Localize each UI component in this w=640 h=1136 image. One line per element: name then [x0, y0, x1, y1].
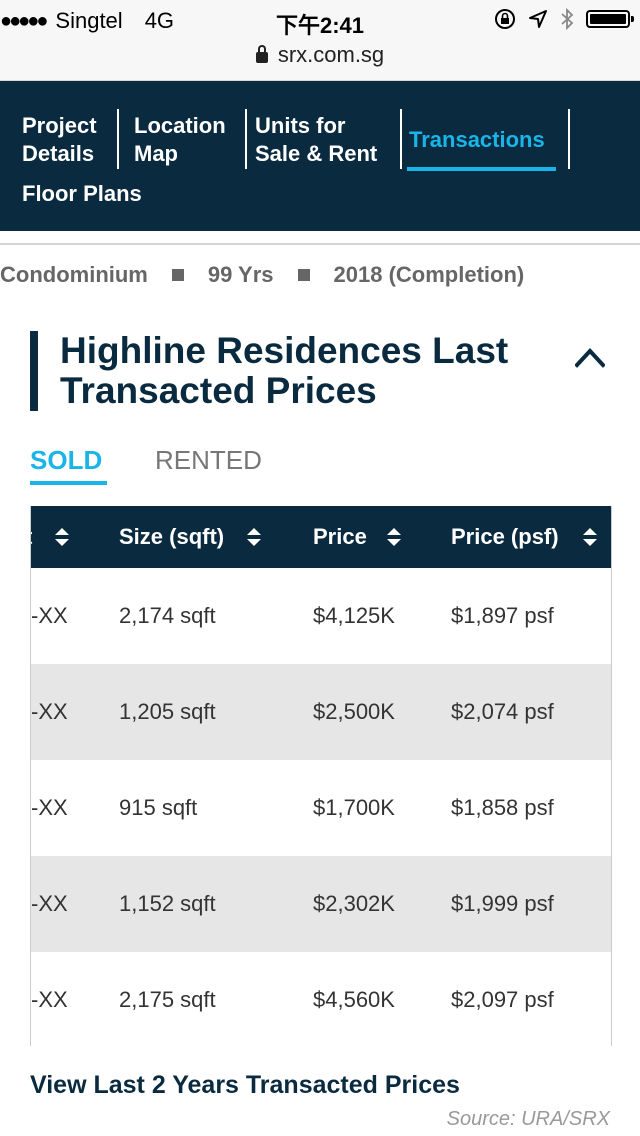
- nav-label: Map: [134, 141, 178, 166]
- nav-label: Transactions: [409, 127, 545, 152]
- cell-unit: -XX: [31, 699, 68, 724]
- tenure: 99 Yrs: [207, 262, 274, 287]
- nav-label: Details: [22, 141, 95, 166]
- cell-size: 2,174 sqft: [119, 603, 216, 628]
- cell-price-psf: $1,858 psf: [451, 795, 554, 820]
- nav-transactions[interactable]: Transactions: [409, 126, 545, 154]
- bullet-icon: [297, 269, 310, 281]
- column-header-label: Price: [313, 524, 367, 549]
- view-last-2-years-link[interactable]: View Last 2 Years Transacted Prices: [30, 1071, 460, 1099]
- cell-price: $2,302K: [313, 891, 395, 916]
- cell-price-psf: $1,897 psf: [451, 603, 554, 628]
- battery-icon: [586, 10, 634, 28]
- nav-divider: [245, 109, 247, 169]
- nav-divider: [400, 109, 402, 169]
- carrier-info: ●●●●● Singtel 4G: [0, 8, 174, 34]
- signal-strength-icon: ●●●●●: [0, 9, 48, 32]
- url-text: srx.com.sg: [277, 42, 385, 67]
- column-header-price-psf[interactable]: Price (psf): [451, 506, 559, 568]
- table-header: t Size (sqft) Price Price (psf): [31, 506, 611, 568]
- nav-label: Units for: [255, 113, 346, 138]
- transactions-table[interactable]: t Size (sqft) Price Price (psf) -XX 2,17…: [30, 506, 612, 1046]
- tab-sold[interactable]: SOLD: [30, 445, 103, 475]
- table-row: -XX 1,152 sqft $2,302K $1,999 psf: [31, 856, 611, 952]
- collapse-chevron-up-icon[interactable]: [575, 343, 605, 373]
- cell-price-psf: $2,097 psf: [451, 987, 554, 1012]
- cell-unit: -XX: [31, 987, 68, 1012]
- location-arrow-icon: [529, 10, 547, 28]
- cell-price: $2,500K: [313, 699, 395, 724]
- nav-floor-plans[interactable]: Floor Plans: [22, 180, 142, 208]
- cell-price-psf: $1,999 psf: [451, 891, 554, 916]
- cell-unit: -XX: [31, 603, 68, 628]
- column-header-label: Size (sqft): [119, 524, 225, 549]
- clock: 下午2:41: [275, 13, 365, 38]
- status-icons: [494, 8, 634, 30]
- nav-project-details[interactable]: Project Details: [22, 112, 97, 168]
- cell-unit: -XX: [31, 795, 68, 820]
- nav-units-for-sale-rent[interactable]: Units for Sale & Rent: [255, 112, 377, 168]
- nav-label: Floor Plans: [22, 181, 142, 206]
- column-header-label: t: [31, 524, 32, 549]
- bullet-icon: [171, 269, 184, 281]
- property-type: Condominium: [0, 262, 148, 287]
- section-title: Highline Residences Last Transacted Pric…: [60, 330, 509, 411]
- sort-icon[interactable]: [583, 528, 597, 546]
- table-row: -XX 2,175 sqft $4,560K $2,097 psf: [31, 952, 611, 1046]
- cell-size: 915 sqft: [119, 795, 198, 820]
- column-header-unit[interactable]: t: [31, 506, 32, 568]
- sort-icon[interactable]: [387, 528, 401, 546]
- cell-size: 2,175 sqft: [119, 987, 216, 1012]
- tab-sold-indicator: [30, 481, 107, 485]
- sort-icon[interactable]: [55, 528, 69, 546]
- section-accent-bar: [30, 331, 38, 411]
- nav-label: Project: [22, 113, 97, 138]
- column-header-size[interactable]: Size (sqft): [119, 506, 224, 568]
- carrier-name: Singtel: [55, 8, 123, 33]
- table-row: -XX 915 sqft $1,700K $1,858 psf: [31, 760, 611, 856]
- column-header-price[interactable]: Price: [313, 506, 367, 568]
- table-row: -XX 2,174 sqft $4,125K $1,897 psf: [31, 568, 611, 664]
- status-bar: ●●●●● Singtel 4G 下午2:41 srx.com.sg: [0, 0, 640, 81]
- divider: [0, 243, 640, 245]
- nav-divider: [117, 109, 119, 169]
- active-tab-indicator: [407, 167, 556, 171]
- address-bar[interactable]: srx.com.sg: [0, 42, 640, 68]
- column-header-label: Price (psf): [451, 524, 559, 549]
- table-row: -XX 1,205 sqft $2,500K $2,074 psf: [31, 664, 611, 760]
- nav-label: Sale & Rent: [255, 141, 378, 166]
- cell-price: $4,125K: [313, 603, 395, 628]
- cell-price: $4,560K: [313, 987, 395, 1012]
- bluetooth-icon: [561, 8, 574, 30]
- tab-rented[interactable]: RENTED: [155, 445, 262, 475]
- completion-year: 2018 (Completion): [333, 262, 525, 287]
- data-source: Source: URA/SRX: [446, 1108, 610, 1130]
- nav-location-map[interactable]: Location Map: [134, 112, 226, 168]
- cell-price: $1,700K: [313, 795, 395, 820]
- project-meta: Condominium 99 Yrs 2018 (Completion): [0, 262, 524, 288]
- cell-size: 1,152 sqft: [119, 891, 216, 916]
- nav-label: Location: [134, 113, 226, 138]
- sort-icon[interactable]: [247, 528, 261, 546]
- cell-size: 1,205 sqft: [119, 699, 216, 724]
- network-type: 4G: [144, 8, 175, 33]
- nav-divider: [568, 109, 570, 169]
- lock-icon: [255, 45, 268, 63]
- project-nav: Project Details Location Map Units for S…: [0, 81, 640, 231]
- cell-price-psf: $2,074 psf: [451, 699, 554, 724]
- rotation-lock-icon: [495, 9, 515, 29]
- cell-unit: -XX: [31, 891, 68, 916]
